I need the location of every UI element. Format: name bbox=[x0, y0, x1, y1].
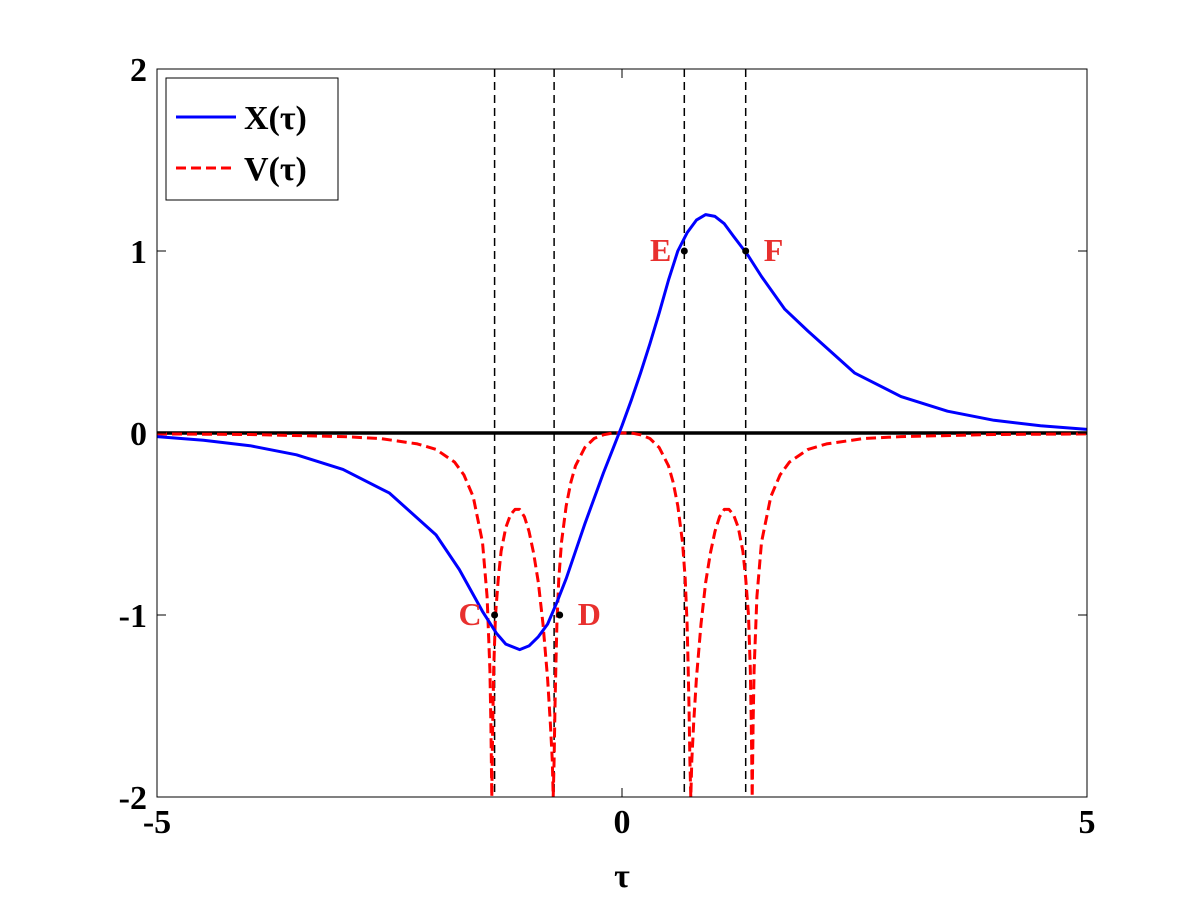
point-E bbox=[680, 247, 688, 255]
legend-box bbox=[165, 77, 339, 201]
point-label-E: E bbox=[650, 232, 671, 268]
x-axis-label: τ bbox=[614, 858, 630, 895]
legend-label-x: X(τ) bbox=[244, 100, 307, 137]
x-tick-label-1: 0 bbox=[614, 804, 631, 841]
point-label-C: C bbox=[458, 596, 481, 632]
y-tick-label-0: -2 bbox=[119, 780, 147, 817]
x-tick-label-0: -5 bbox=[143, 804, 171, 841]
point-C bbox=[491, 611, 499, 619]
point-label-D: D bbox=[578, 596, 601, 632]
y-tick-label-2: 0 bbox=[130, 416, 147, 453]
point-D bbox=[556, 611, 564, 619]
y-tick-label-3: 1 bbox=[130, 234, 147, 271]
point-label-F: F bbox=[764, 232, 784, 268]
series-line-x bbox=[157, 213, 1087, 652]
y-tick-label-4: 2 bbox=[130, 52, 147, 89]
legend: X(τ) V(τ) bbox=[165, 77, 339, 201]
x-tick-label-2: 5 bbox=[1079, 804, 1096, 841]
y-tick-label-1: -1 bbox=[119, 598, 147, 635]
point-F bbox=[742, 247, 750, 255]
series-line-v bbox=[157, 431, 1087, 797]
legend-label-v: V(τ) bbox=[244, 151, 307, 188]
